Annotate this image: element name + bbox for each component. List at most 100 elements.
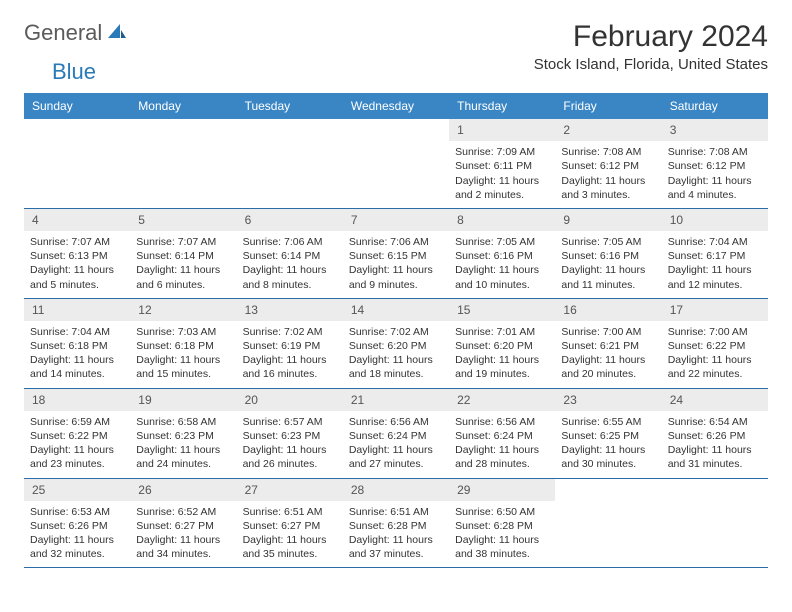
weekday-header: Friday: [555, 93, 661, 119]
day-info: Sunrise: 7:07 AMSunset: 6:13 PMDaylight:…: [24, 231, 130, 298]
day-info: Sunrise: 7:03 AMSunset: 6:18 PMDaylight:…: [130, 321, 236, 388]
day-cell: 13Sunrise: 7:02 AMSunset: 6:19 PMDayligh…: [237, 299, 343, 388]
day-daylight2: and 28 minutes.: [455, 457, 549, 471]
day-cell: 29Sunrise: 6:50 AMSunset: 6:28 PMDayligh…: [449, 479, 555, 568]
day-sunset: Sunset: 6:16 PM: [561, 249, 655, 263]
day-info: Sunrise: 6:56 AMSunset: 6:24 PMDaylight:…: [343, 411, 449, 478]
day-daylight2: and 37 minutes.: [349, 547, 443, 561]
day-daylight2: and 30 minutes.: [561, 457, 655, 471]
day-number: 15: [449, 299, 555, 321]
day-sunrise: Sunrise: 7:09 AM: [455, 145, 549, 159]
day-cell: 22Sunrise: 6:56 AMSunset: 6:24 PMDayligh…: [449, 389, 555, 478]
day-daylight2: and 5 minutes.: [30, 278, 124, 292]
weekday-header: Thursday: [449, 93, 555, 119]
weekday-header: Wednesday: [343, 93, 449, 119]
day-sunset: Sunset: 6:11 PM: [455, 159, 549, 173]
day-daylight2: and 3 minutes.: [561, 188, 655, 202]
day-info: Sunrise: 7:00 AMSunset: 6:21 PMDaylight:…: [555, 321, 661, 388]
day-sunset: Sunset: 6:27 PM: [136, 519, 230, 533]
day-daylight2: and 27 minutes.: [349, 457, 443, 471]
day-number: 17: [662, 299, 768, 321]
day-daylight2: and 9 minutes.: [349, 278, 443, 292]
day-daylight2: and 14 minutes.: [30, 367, 124, 381]
day-sunrise: Sunrise: 7:07 AM: [136, 235, 230, 249]
day-daylight1: Daylight: 11 hours: [30, 263, 124, 277]
day-sunrise: Sunrise: 7:01 AM: [455, 325, 549, 339]
day-sunrise: Sunrise: 7:02 AM: [243, 325, 337, 339]
day-info: Sunrise: 6:51 AMSunset: 6:27 PMDaylight:…: [237, 501, 343, 568]
day-sunset: Sunset: 6:19 PM: [243, 339, 337, 353]
day-info: Sunrise: 6:56 AMSunset: 6:24 PMDaylight:…: [449, 411, 555, 478]
day-info: Sunrise: 7:09 AMSunset: 6:11 PMDaylight:…: [449, 141, 555, 208]
day-sunset: Sunset: 6:12 PM: [561, 159, 655, 173]
day-cell: 24Sunrise: 6:54 AMSunset: 6:26 PMDayligh…: [662, 389, 768, 478]
day-info: Sunrise: 6:52 AMSunset: 6:27 PMDaylight:…: [130, 501, 236, 568]
day-number: 24: [662, 389, 768, 411]
day-number: 8: [449, 209, 555, 231]
logo-sail-icon: [106, 22, 128, 45]
day-number: 9: [555, 209, 661, 231]
day-daylight1: Daylight: 11 hours: [136, 353, 230, 367]
weeks-container: 1Sunrise: 7:09 AMSunset: 6:11 PMDaylight…: [24, 119, 768, 568]
day-cell: 19Sunrise: 6:58 AMSunset: 6:23 PMDayligh…: [130, 389, 236, 478]
week-row: 18Sunrise: 6:59 AMSunset: 6:22 PMDayligh…: [24, 389, 768, 479]
day-daylight2: and 24 minutes.: [136, 457, 230, 471]
day-daylight2: and 22 minutes.: [668, 367, 762, 381]
day-cell: [130, 119, 236, 208]
day-number: 7: [343, 209, 449, 231]
day-daylight1: Daylight: 11 hours: [668, 174, 762, 188]
day-cell: [662, 479, 768, 568]
day-number: 3: [662, 119, 768, 141]
day-cell: 5Sunrise: 7:07 AMSunset: 6:14 PMDaylight…: [130, 209, 236, 298]
day-sunrise: Sunrise: 6:51 AM: [349, 505, 443, 519]
day-number: 2: [555, 119, 661, 141]
day-daylight1: Daylight: 11 hours: [30, 443, 124, 457]
day-sunset: Sunset: 6:14 PM: [136, 249, 230, 263]
day-cell: 27Sunrise: 6:51 AMSunset: 6:27 PMDayligh…: [237, 479, 343, 568]
day-daylight2: and 35 minutes.: [243, 547, 337, 561]
day-daylight2: and 32 minutes.: [30, 547, 124, 561]
day-sunset: Sunset: 6:18 PM: [30, 339, 124, 353]
day-sunrise: Sunrise: 6:59 AM: [30, 415, 124, 429]
day-cell: 12Sunrise: 7:03 AMSunset: 6:18 PMDayligh…: [130, 299, 236, 388]
day-daylight1: Daylight: 11 hours: [349, 533, 443, 547]
day-cell: 9Sunrise: 7:05 AMSunset: 6:16 PMDaylight…: [555, 209, 661, 298]
day-sunrise: Sunrise: 6:57 AM: [243, 415, 337, 429]
day-info: Sunrise: 7:02 AMSunset: 6:20 PMDaylight:…: [343, 321, 449, 388]
day-daylight1: Daylight: 11 hours: [243, 443, 337, 457]
day-sunset: Sunset: 6:12 PM: [668, 159, 762, 173]
day-number: 1: [449, 119, 555, 141]
day-sunrise: Sunrise: 6:52 AM: [136, 505, 230, 519]
weekday-header: Sunday: [24, 93, 130, 119]
day-info: Sunrise: 7:01 AMSunset: 6:20 PMDaylight:…: [449, 321, 555, 388]
day-sunset: Sunset: 6:21 PM: [561, 339, 655, 353]
day-info: Sunrise: 7:02 AMSunset: 6:19 PMDaylight:…: [237, 321, 343, 388]
day-sunset: Sunset: 6:15 PM: [349, 249, 443, 263]
weekday-header: Saturday: [662, 93, 768, 119]
day-cell: 18Sunrise: 6:59 AMSunset: 6:22 PMDayligh…: [24, 389, 130, 478]
day-sunset: Sunset: 6:22 PM: [30, 429, 124, 443]
day-daylight1: Daylight: 11 hours: [561, 443, 655, 457]
day-cell: 23Sunrise: 6:55 AMSunset: 6:25 PMDayligh…: [555, 389, 661, 478]
day-daylight2: and 18 minutes.: [349, 367, 443, 381]
day-daylight2: and 10 minutes.: [455, 278, 549, 292]
day-info: Sunrise: 7:06 AMSunset: 6:15 PMDaylight:…: [343, 231, 449, 298]
day-number: 22: [449, 389, 555, 411]
day-cell: [237, 119, 343, 208]
day-info: Sunrise: 7:07 AMSunset: 6:14 PMDaylight:…: [130, 231, 236, 298]
day-daylight1: Daylight: 11 hours: [668, 443, 762, 457]
day-info: Sunrise: 7:04 AMSunset: 6:18 PMDaylight:…: [24, 321, 130, 388]
day-cell: [24, 119, 130, 208]
day-daylight1: Daylight: 11 hours: [136, 533, 230, 547]
day-daylight1: Daylight: 11 hours: [30, 353, 124, 367]
day-sunrise: Sunrise: 7:07 AM: [30, 235, 124, 249]
day-number: 21: [343, 389, 449, 411]
day-daylight1: Daylight: 11 hours: [455, 263, 549, 277]
day-sunset: Sunset: 6:24 PM: [455, 429, 549, 443]
day-daylight1: Daylight: 11 hours: [561, 174, 655, 188]
day-daylight2: and 4 minutes.: [668, 188, 762, 202]
day-info: Sunrise: 7:05 AMSunset: 6:16 PMDaylight:…: [555, 231, 661, 298]
day-cell: 6Sunrise: 7:06 AMSunset: 6:14 PMDaylight…: [237, 209, 343, 298]
day-cell: 15Sunrise: 7:01 AMSunset: 6:20 PMDayligh…: [449, 299, 555, 388]
day-daylight2: and 26 minutes.: [243, 457, 337, 471]
